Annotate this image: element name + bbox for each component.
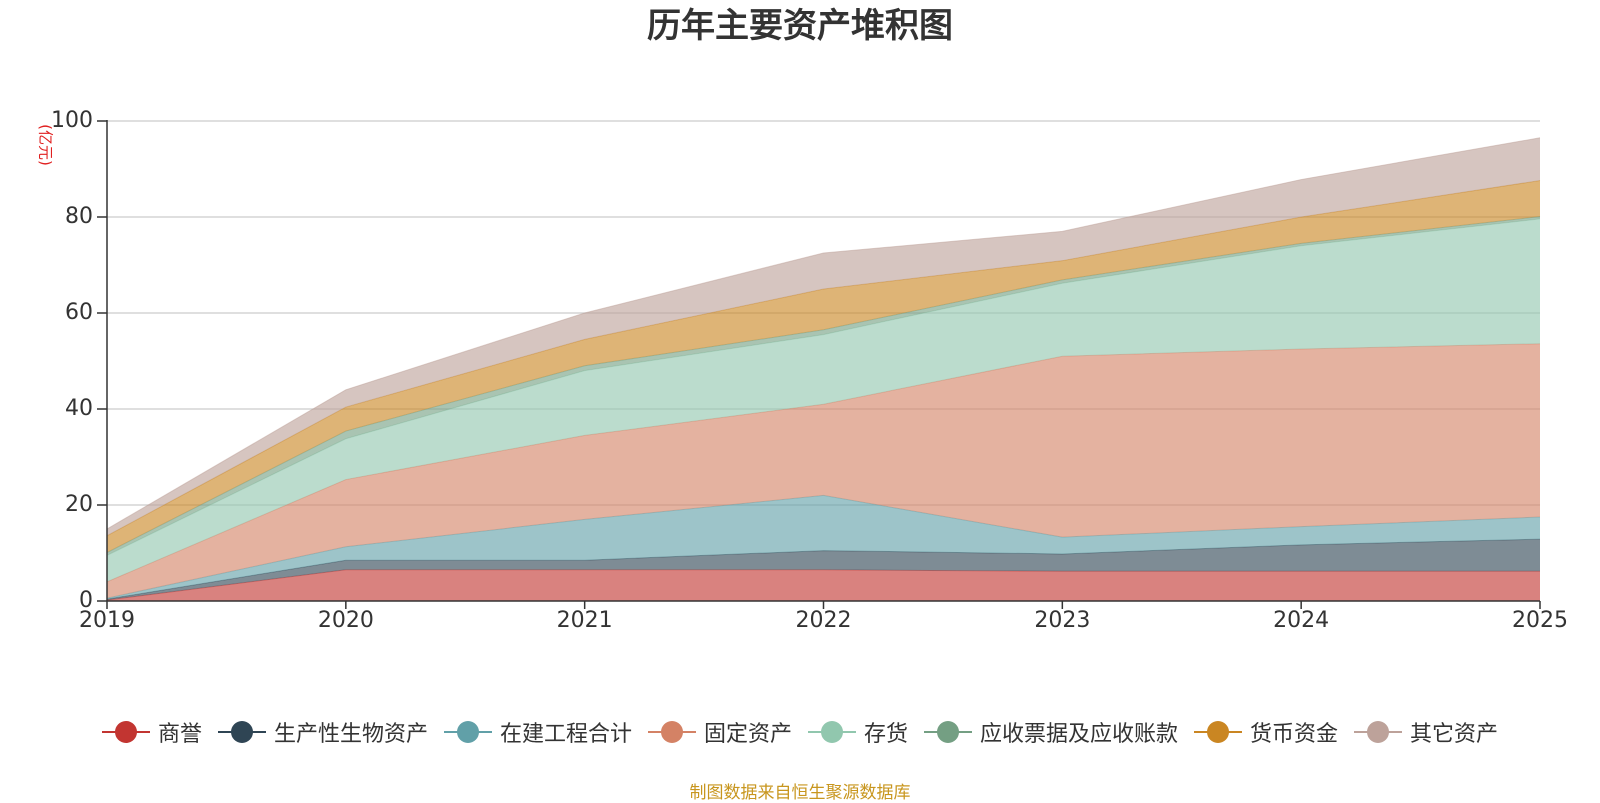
legend-item[interactable]: 其它资产 [1354, 716, 1498, 748]
legend-label: 其它资产 [1410, 722, 1499, 747]
legend-marker-icon [1354, 721, 1403, 743]
legend-marker-icon [647, 721, 696, 743]
legend-item[interactable]: 存货 [808, 716, 908, 748]
legend-marker-icon [217, 721, 266, 743]
legend-item[interactable]: 商誉 [101, 716, 202, 748]
x-tick-label: 2021 [557, 608, 613, 633]
legend-marker-icon [101, 721, 150, 743]
legend-label: 应收票据及应收账款 [980, 722, 1179, 747]
legend-item[interactable]: 货币资金 [1194, 716, 1338, 748]
legend-label: 生产性生物资产 [273, 722, 428, 747]
area-series-1[interactable] [107, 539, 1540, 601]
legend-label: 货币资金 [1250, 722, 1339, 747]
x-tick-label: 2024 [1273, 608, 1329, 633]
legend-label: 在建工程合计 [499, 722, 632, 747]
legend-item[interactable]: 在建工程合计 [443, 716, 632, 748]
legend-marker-icon [1194, 721, 1243, 743]
y-tick-label: 40 [65, 396, 93, 421]
y-axis-unit-label: (亿元) [37, 124, 55, 166]
legend-item[interactable]: 固定资产 [647, 716, 792, 748]
area-series-0[interactable] [107, 569, 1540, 601]
series-line-7 [106, 137, 1541, 530]
legend-item[interactable]: 应收票据及应收账款 [924, 716, 1178, 748]
area-series-4[interactable] [107, 218, 1540, 582]
area-layer [106, 137, 1541, 601]
legend-label: 商誉 [157, 722, 202, 747]
x-tick-label: 2022 [796, 608, 852, 633]
axis-layer: 0 20 40 60 80 100 2019 2020 2021 2022 2023 2024 2025 [51, 108, 1568, 633]
y-tick-label: 0 [79, 588, 93, 613]
legend-item[interactable]: 生产性生物资产 [217, 716, 428, 748]
area-series-6[interactable] [107, 180, 1540, 553]
legend-label: 固定资产 [703, 722, 792, 747]
legend-label: 存货 [864, 722, 909, 747]
x-tick-label: 2025 [1512, 608, 1568, 633]
y-tick-label: 20 [65, 492, 93, 517]
legend-marker-icon [808, 721, 856, 743]
legend: 商誉 生产性生物资产 在建工程合计 固定资产 存货 应收票据及应收账款 货币资金 其它资产 [0, 716, 1600, 748]
area-series-2[interactable] [107, 495, 1540, 600]
y-tick-label: 80 [65, 204, 93, 229]
y-tick-label: 60 [65, 300, 93, 325]
legend-marker-icon [443, 721, 492, 743]
area-series-3[interactable] [107, 343, 1540, 599]
data-source-note: 制图数据来自恒生聚源数据库 [689, 783, 911, 803]
x-tick-label: 2020 [318, 608, 374, 633]
x-tick-label: 2019 [79, 608, 135, 633]
chart-title: 历年主要资产堆积图 [647, 6, 953, 46]
area-series-7[interactable] [107, 137, 1540, 536]
x-tick-label: 2023 [1034, 608, 1090, 633]
legend-marker-icon [924, 721, 973, 743]
y-tick-label: 100 [51, 108, 93, 133]
